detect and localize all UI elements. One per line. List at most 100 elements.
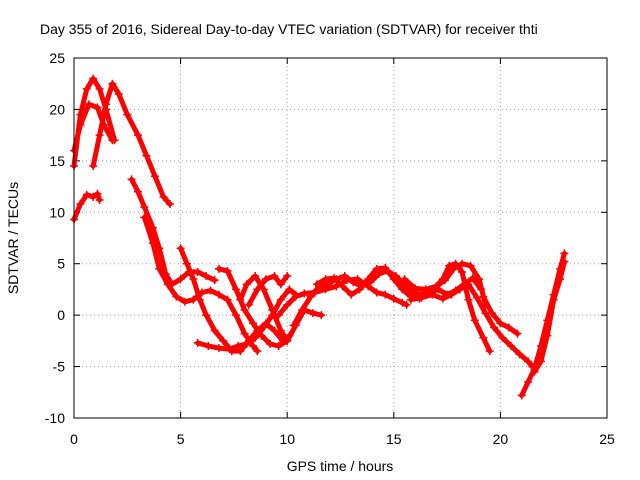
data-point — [330, 274, 339, 283]
data-point — [274, 311, 283, 320]
y-tick-label: 15 — [49, 153, 65, 169]
data-point — [485, 347, 494, 356]
data-point — [283, 272, 292, 281]
data-point — [223, 266, 232, 275]
data-point — [406, 295, 415, 304]
data-point — [159, 192, 168, 201]
data-point — [490, 323, 499, 332]
data-point — [451, 259, 460, 268]
data-point — [89, 74, 98, 83]
x-tick-label: 0 — [70, 431, 78, 447]
plot-frame — [73, 57, 608, 419]
data-point — [253, 347, 262, 356]
data-point — [249, 342, 258, 350]
y-axis-title: SDTVAR / TECUs — [5, 182, 21, 294]
data-point — [259, 323, 268, 332]
data-point — [447, 290, 456, 299]
data-point — [466, 261, 475, 270]
y-tick-label: 20 — [49, 101, 65, 117]
data-point — [421, 285, 430, 294]
data-point — [82, 84, 91, 93]
data-point — [487, 309, 496, 318]
data-point — [244, 300, 253, 309]
data-point — [438, 275, 447, 284]
data-point — [276, 295, 285, 304]
data-point — [270, 272, 279, 281]
y-tick-label: 25 — [49, 50, 65, 66]
data-point — [276, 280, 285, 289]
data-point — [114, 90, 123, 98]
data-point — [225, 345, 234, 354]
data-point — [372, 264, 381, 273]
data-point — [202, 272, 211, 281]
data-point — [108, 79, 117, 88]
data-point — [95, 84, 104, 93]
series-track-6 — [140, 213, 262, 356]
data-point — [242, 280, 251, 289]
data-point — [479, 333, 488, 342]
y-tick-label: 5 — [57, 256, 65, 272]
data-point — [479, 292, 488, 301]
data-point — [236, 295, 245, 304]
data-point — [323, 280, 332, 289]
data-point — [89, 192, 98, 201]
data-point — [155, 264, 164, 273]
data-point — [372, 288, 381, 297]
data-point — [123, 110, 132, 119]
data-point — [308, 309, 317, 318]
data-point — [398, 285, 407, 294]
data-point — [140, 203, 149, 212]
data-point — [232, 311, 241, 320]
data-point — [470, 316, 479, 325]
data-point — [261, 275, 270, 284]
data-point — [232, 285, 241, 294]
data-point — [289, 321, 298, 330]
series-track-17 — [479, 292, 522, 338]
data-point — [266, 339, 275, 348]
x-axis-title: GPS time / hours — [287, 458, 394, 474]
data-point — [257, 331, 266, 340]
data-point — [76, 200, 85, 209]
data-point — [464, 280, 473, 289]
data-point — [276, 326, 285, 335]
data-point — [374, 270, 383, 278]
data-point — [283, 300, 292, 309]
data-point — [321, 275, 330, 284]
data-point — [402, 300, 411, 309]
data-point — [176, 244, 185, 253]
data-point — [249, 319, 258, 328]
data-point — [93, 103, 102, 112]
data-point — [195, 295, 204, 304]
data-point — [398, 298, 407, 307]
data-point — [355, 285, 364, 294]
data-point — [89, 162, 98, 170]
chart-title: Day 355 of 2016, Sidereal Day-to-day VTE… — [40, 21, 538, 37]
data-point — [507, 342, 516, 350]
data-point — [165, 200, 174, 209]
data-point — [202, 311, 211, 320]
y-tick-label: -5 — [53, 359, 66, 375]
y-tick-label: 0 — [57, 307, 65, 323]
data-point — [210, 276, 219, 285]
data-point — [189, 275, 198, 284]
axis-layer: 0 5 10 15 20 25 -10 -5 0 5 10 15 20 25 — [45, 50, 615, 447]
data-point — [127, 175, 136, 184]
data-point — [214, 264, 223, 273]
data-point — [133, 131, 142, 140]
series-layer — [70, 74, 569, 400]
data-point — [242, 339, 251, 348]
series-line — [246, 273, 290, 308]
data-point — [389, 275, 398, 284]
y-tick-label: 10 — [49, 204, 65, 220]
data-point — [76, 120, 85, 129]
data-point — [560, 249, 569, 258]
x-tick-label: 10 — [279, 431, 295, 447]
data-point — [556, 275, 565, 284]
data-point — [268, 306, 277, 314]
data-point — [306, 292, 315, 301]
data-point — [259, 285, 268, 294]
data-point — [389, 294, 398, 303]
data-point — [142, 151, 151, 160]
